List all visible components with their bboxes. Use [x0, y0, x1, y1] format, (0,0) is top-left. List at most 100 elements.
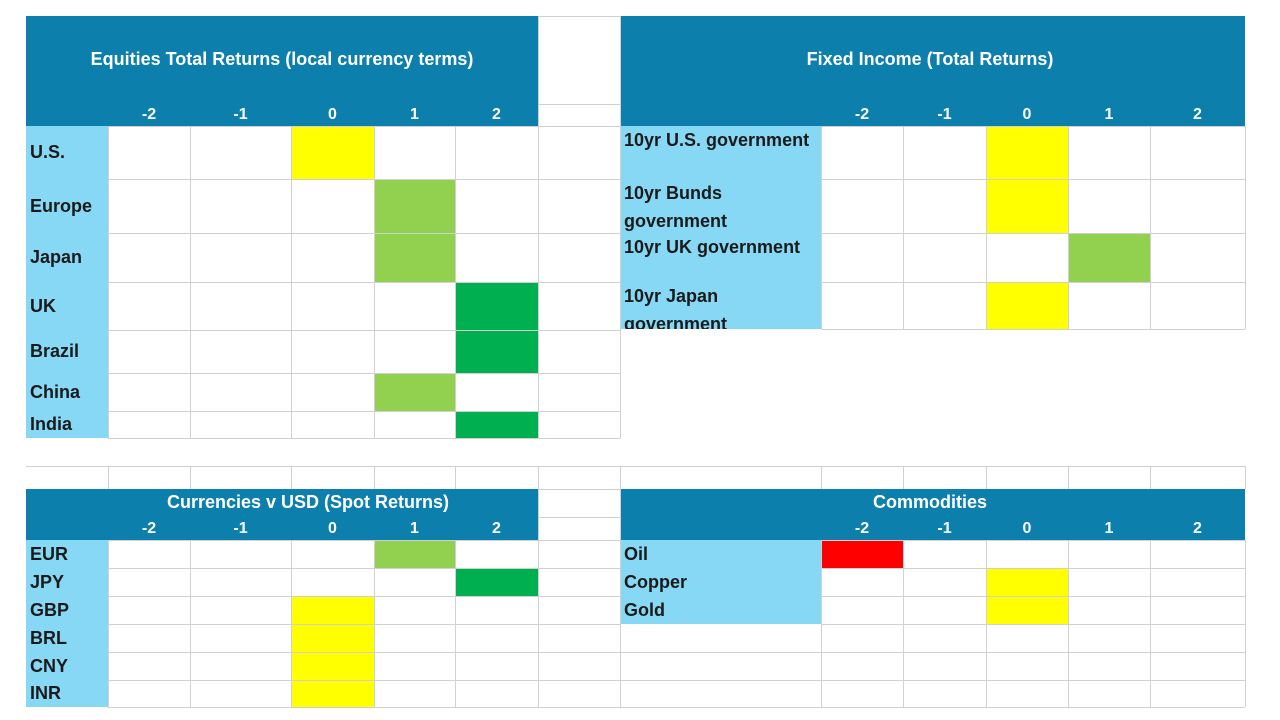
grid-line: [108, 624, 538, 625]
fixed-income-row-label: 10yr Japan government: [620, 282, 821, 329]
equities-scale-label: 2: [492, 106, 501, 123]
grid-line: [821, 540, 822, 624]
grid-line: [538, 16, 539, 438]
grid-line: [538, 568, 620, 569]
currencies-row-label: EUR: [26, 540, 108, 568]
equities-score-cell: [455, 411, 538, 438]
grid-line: [986, 540, 987, 624]
grid-line: [108, 540, 538, 541]
currencies-score-cell: [455, 568, 538, 596]
currencies-row-label: BRL: [26, 624, 108, 652]
grid-line: [986, 466, 987, 489]
equities-row-label: U.S.: [26, 126, 108, 179]
equities-scale-label: -1: [233, 106, 248, 123]
grid-line: [821, 466, 822, 489]
equities-score-cell: [455, 330, 538, 373]
equities-score-cell: [455, 282, 538, 330]
grid-line: [190, 540, 191, 707]
commodities-header-band: [620, 489, 1245, 540]
grid-line: [1068, 540, 1069, 624]
grid-line: [1150, 126, 1151, 329]
fixed-income-score-cell: [1068, 233, 1150, 282]
fixed-income-header-band: [620, 16, 1245, 126]
currencies-row-label: JPY: [26, 568, 108, 596]
equities-title: Equities Total Returns (local currency t…: [90, 48, 474, 69]
equities-score-cell: [374, 179, 455, 233]
fixed-income-score-cell: [986, 179, 1068, 233]
currencies-score-cell: [291, 596, 374, 624]
grid-line: [108, 680, 538, 681]
grid-line: [986, 126, 987, 329]
equities-scale-label: 0: [328, 106, 337, 123]
grid-line: [538, 104, 620, 105]
fixed-income-score-cell: [986, 126, 1068, 179]
fixed-income-score-cell: [986, 282, 1068, 329]
grid-line: [538, 411, 620, 412]
grid-line: [538, 540, 620, 541]
grid-line: [108, 707, 538, 708]
grid-line: [620, 680, 1245, 681]
grid-line: [821, 329, 1245, 330]
equities-header-band: [26, 16, 538, 126]
grid-line: [620, 652, 1245, 653]
currencies-header-band: [26, 489, 538, 540]
grid-line: [1068, 126, 1069, 329]
grid-line: [26, 466, 1245, 467]
grid-line: [538, 282, 620, 283]
equities-row-label: Japan: [26, 233, 108, 282]
grid-line: [538, 330, 620, 331]
grid-line: [108, 233, 538, 234]
commodities-scale-label: -1: [937, 520, 952, 537]
fixed-income-scale-label: 1: [1104, 106, 1114, 123]
grid-line: [108, 282, 538, 283]
grid-line: [1150, 540, 1151, 624]
fixed-income-title: Fixed Income (Total Returns): [806, 48, 1054, 69]
currencies-score-cell: [291, 680, 374, 707]
grid-line: [455, 466, 456, 489]
grid-line: [291, 466, 292, 489]
commodities-scale-label: -2: [854, 520, 870, 537]
grid-line: [1150, 466, 1151, 489]
currencies-score-cell: [291, 652, 374, 680]
equities-scale-label: 1: [410, 106, 419, 123]
grid-line: [620, 707, 1245, 708]
grid-line: [538, 680, 620, 681]
equities-row-label: India: [26, 411, 108, 438]
grid-line: [821, 233, 1245, 234]
currencies-scale-label: -1: [233, 520, 248, 537]
grid-line: [538, 16, 620, 17]
currencies-scale-label: 1: [410, 520, 419, 537]
commodities-row-label: Oil: [620, 540, 821, 568]
commodities-scale-label: 0: [1022, 520, 1032, 537]
grid-line: [108, 330, 538, 331]
grid-line: [538, 233, 620, 234]
grid-line: [538, 466, 539, 707]
currencies-row-label: INR: [26, 680, 108, 707]
grid-line: [903, 540, 904, 624]
grid-line: [1245, 624, 1246, 707]
equities-row-label: China: [26, 373, 108, 411]
grid-line: [108, 373, 538, 374]
grid-line: [538, 373, 620, 374]
grid-line: [455, 540, 456, 707]
equities-row-label: Brazil: [26, 330, 108, 373]
equities-row-label: Europe: [26, 179, 108, 233]
commodities-row-label: Gold: [620, 596, 821, 624]
currencies-scale-label: -2: [141, 520, 157, 537]
fixed-income-scale-label: 0: [1022, 106, 1032, 123]
grid-line: [620, 16, 621, 438]
equities-row-label: UK: [26, 282, 108, 330]
grid-line: [108, 411, 538, 412]
currencies-title: Currencies v USD (Spot Returns): [166, 491, 450, 512]
grid-line: [291, 540, 292, 707]
grid-line: [821, 568, 1245, 569]
grid-line: [538, 517, 620, 518]
grid-line: [374, 540, 375, 707]
grid-line: [1245, 126, 1246, 329]
grid-line: [1068, 466, 1069, 489]
fixed-income-row-label: 10yr Bunds government: [620, 179, 821, 233]
grid-line: [620, 466, 621, 707]
commodities-title: Commodities: [872, 491, 987, 512]
grid-line: [1245, 540, 1246, 624]
grid-line: [538, 707, 620, 708]
